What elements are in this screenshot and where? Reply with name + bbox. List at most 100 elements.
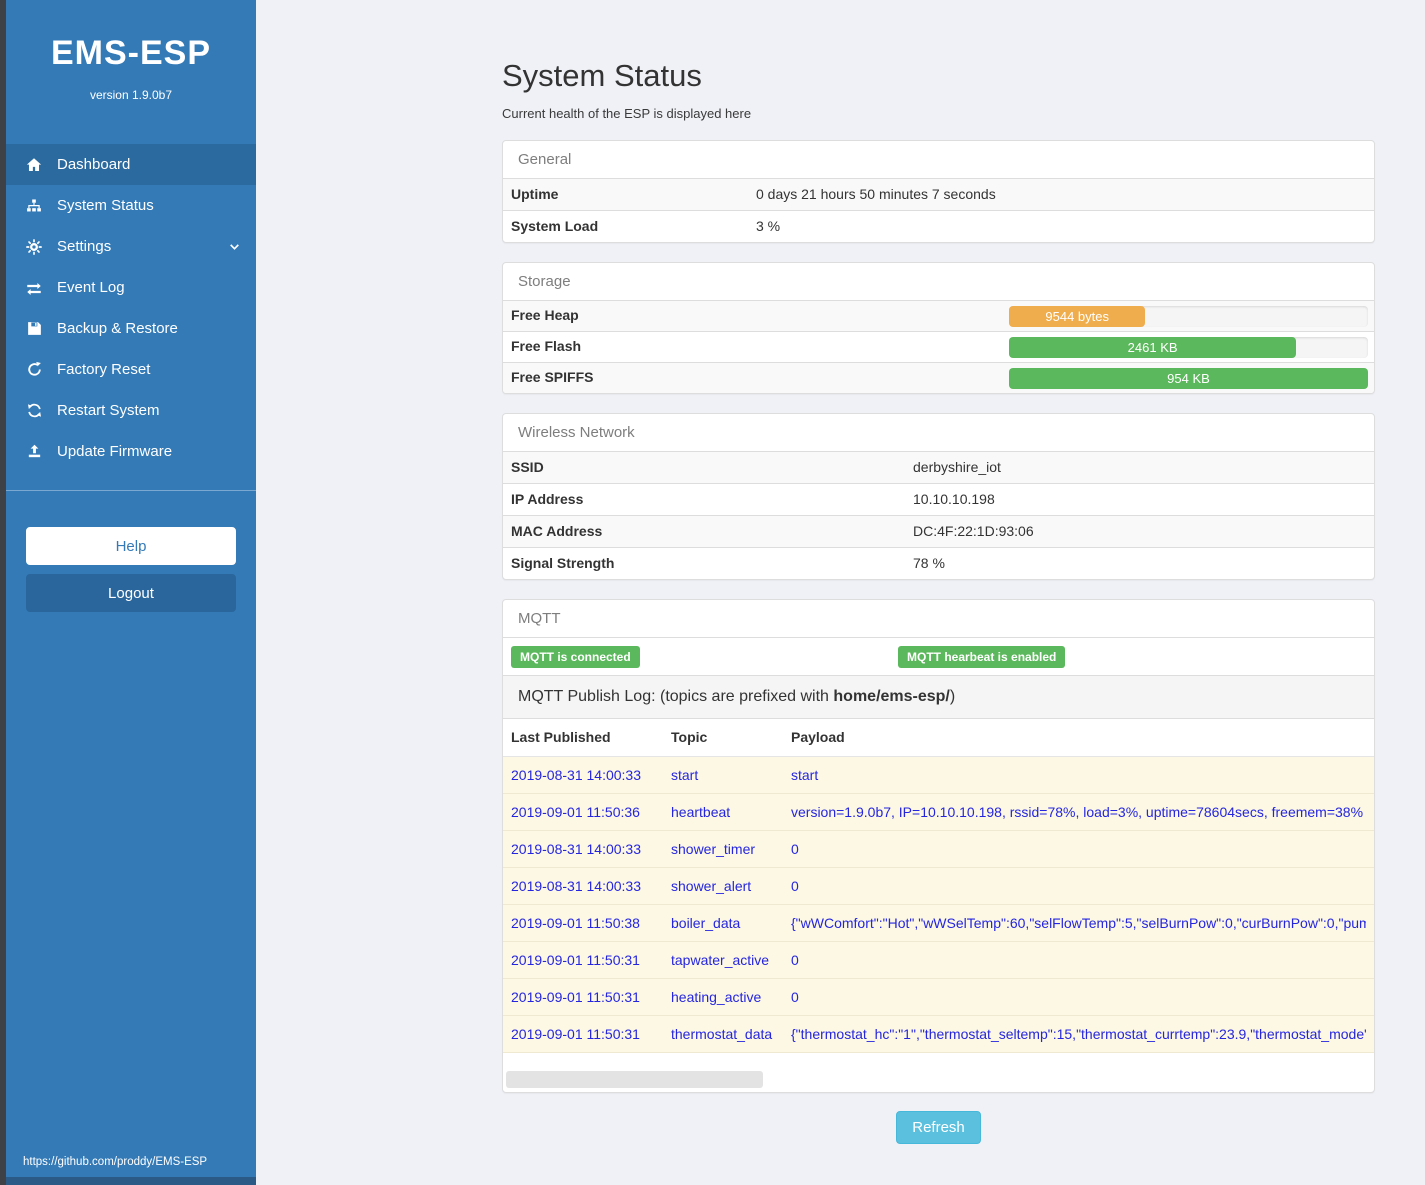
row-value: 78 % <box>913 555 945 571</box>
row-label: Free Flash <box>511 338 582 354</box>
log-spacer <box>503 1053 1374 1071</box>
sidebar-divider <box>6 490 256 491</box>
table-row: 2019-09-01 11:50:38 boiler_data {"wWComf… <box>503 905 1374 942</box>
column-header: Payload <box>791 729 845 745</box>
row-value: DC:4F:22:1D:93:06 <box>913 523 1034 539</box>
row-label: IP Address <box>511 491 584 507</box>
home-icon <box>23 155 45 175</box>
table-row: 2019-09-01 11:50:36 heartbeat version=1.… <box>503 794 1374 831</box>
log-topic: heartbeat <box>671 804 731 820</box>
chevron-down-icon <box>228 240 241 253</box>
sitemap-icon <box>23 196 45 216</box>
log-payload: 0 <box>791 989 799 1005</box>
row-value: derbyshire_iot <box>913 459 1001 475</box>
table-row: Free SPIFFS 954 KB <box>503 362 1374 393</box>
sidebar-item-label: Backup & Restore <box>57 320 178 337</box>
log-topic: tapwater_active <box>671 952 770 968</box>
brand: EMS-ESP version 1.9.0b7 <box>6 0 256 102</box>
log-payload: 0 <box>791 952 799 968</box>
wireless-panel: Wireless Network SSID derbyshire_iot IP … <box>502 413 1375 580</box>
progress-bar: 9544 bytes <box>1009 306 1146 327</box>
log-time: 2019-08-31 14:00:33 <box>511 841 641 857</box>
topic-prefix: home/ems-esp/ <box>833 688 950 705</box>
log-time: 2019-09-01 11:50:31 <box>511 952 640 968</box>
row-label: Uptime <box>511 186 559 202</box>
gear-icon <box>23 237 45 257</box>
progress-track: 954 KB <box>1009 368 1368 389</box>
log-payload: 0 <box>791 841 799 857</box>
panel-title: Wireless Network <box>518 424 635 441</box>
refresh-button[interactable]: Refresh <box>896 1111 981 1144</box>
mqtt-panel: MQTT MQTT is connected MQTT hearbeat is … <box>502 599 1375 1093</box>
progress-bar: 2461 KB <box>1009 337 1297 358</box>
log-payload: {"wWComfort":"Hot","wWSelTemp":60,"selFl… <box>791 915 1366 931</box>
sidebar-item-backup-restore[interactable]: Backup & Restore <box>6 308 256 349</box>
mqtt-connected-badge: MQTT is connected <box>511 646 640 668</box>
table-row: Free Heap 9544 bytes <box>503 300 1374 331</box>
row-value: 10.10.10.198 <box>913 491 995 507</box>
log-payload: 0 <box>791 878 799 894</box>
log-topic: shower_alert <box>671 878 752 894</box>
logout-button[interactable]: Logout <box>26 574 236 612</box>
row-label: Signal Strength <box>511 555 615 571</box>
row-label: SSID <box>511 459 544 475</box>
table-row: System Load 3 % <box>503 210 1374 242</box>
page-title: System Status <box>502 58 702 93</box>
column-header: Last Published <box>511 729 611 745</box>
github-link[interactable]: https://github.com/proddy/EMS-ESP <box>23 1156 208 1168</box>
log-time: 2019-09-01 11:50:36 <box>511 804 640 820</box>
row-label: System Load <box>511 218 599 234</box>
sidebar-item-factory-reset[interactable]: Factory Reset <box>6 349 256 390</box>
window-edge <box>0 0 6 1185</box>
progress-track: 9544 bytes <box>1009 306 1368 327</box>
general-panel: General Uptime 0 days 21 hours 50 minute… <box>502 140 1375 243</box>
row-label: Free SPIFFS <box>511 369 594 385</box>
mqtt-heartbeat-badge: MQTT hearbeat is enabled <box>898 646 1066 668</box>
save-icon <box>23 319 45 339</box>
table-row: Signal Strength 78 % <box>503 547 1374 579</box>
horizontal-scrollbar-thumb[interactable] <box>506 1071 763 1088</box>
log-topic: heating_active <box>671 989 762 1005</box>
app-version: version 1.9.0b7 <box>89 88 173 102</box>
panel-title: MQTT <box>518 610 561 627</box>
caption-text: ) <box>949 688 956 705</box>
sidebar-item-label: Restart System <box>57 402 160 419</box>
panel-title: General <box>518 151 572 168</box>
log-topic: start <box>671 767 699 783</box>
table-row: Uptime 0 days 21 hours 50 minutes 7 seco… <box>503 178 1374 210</box>
row-label: MAC Address <box>511 523 603 539</box>
log-time: 2019-08-31 14:00:33 <box>511 878 641 894</box>
sidebar-item-label: Settings <box>57 238 112 255</box>
refresh-row: Refresh <box>502 1111 1375 1144</box>
table-row: 2019-09-01 11:50:31 thermostat_data {"th… <box>503 1016 1374 1053</box>
row-value: 0 days 21 hours 50 minutes 7 seconds <box>756 186 996 202</box>
rotate-icon <box>23 360 45 380</box>
log-time: 2019-09-01 11:50:38 <box>511 915 640 931</box>
exchange-icon <box>23 278 45 298</box>
sidebar-item-restart-system[interactable]: Restart System <box>6 390 256 431</box>
sidebar-item-dashboard[interactable]: Dashboard <box>6 144 256 185</box>
sidebar-item-label: Event Log <box>57 279 125 296</box>
log-topic: thermostat_data <box>671 1026 773 1042</box>
sidebar-item-event-log[interactable]: Event Log <box>6 267 256 308</box>
storage-panel: Storage Free Heap 9544 bytes Free Flash … <box>502 262 1375 394</box>
table-row: IP Address 10.10.10.198 <box>503 483 1374 515</box>
progress-bar: 954 KB <box>1009 368 1368 389</box>
log-table-header: Last Published Topic Payload <box>503 718 1374 757</box>
table-row: 2019-09-01 11:50:31 tapwater_active 0 <box>503 942 1374 979</box>
table-row: MAC Address DC:4F:22:1D:93:06 <box>503 515 1374 547</box>
sidebar-item-update-firmware[interactable]: Update Firmware <box>6 431 256 472</box>
sidebar-item-settings[interactable]: Settings <box>6 226 256 267</box>
row-value: 3 % <box>756 218 781 234</box>
log-payload: {"thermostat_hc":"1","thermostat_seltemp… <box>791 1026 1366 1042</box>
mqtt-publish-log-caption: MQTT Publish Log: (topics are prefixed w… <box>503 675 1374 718</box>
sidebar-item-system-status[interactable]: System Status <box>6 185 256 226</box>
sidebar: EMS-ESP version 1.9.0b7 Dashboard System… <box>6 0 256 1185</box>
help-button[interactable]: Help <box>26 527 236 565</box>
table-row: 2019-09-01 11:50:31 heating_active 0 <box>503 979 1374 1016</box>
log-time: 2019-09-01 11:50:31 <box>511 1026 640 1042</box>
app-title: EMS-ESP <box>50 34 212 72</box>
sidebar-nav: Dashboard System Status <box>6 144 256 472</box>
log-payload: version=1.9.0b7, IP=10.10.10.198, rssid=… <box>791 804 1364 820</box>
table-row: SSID derbyshire_iot <box>503 451 1374 483</box>
